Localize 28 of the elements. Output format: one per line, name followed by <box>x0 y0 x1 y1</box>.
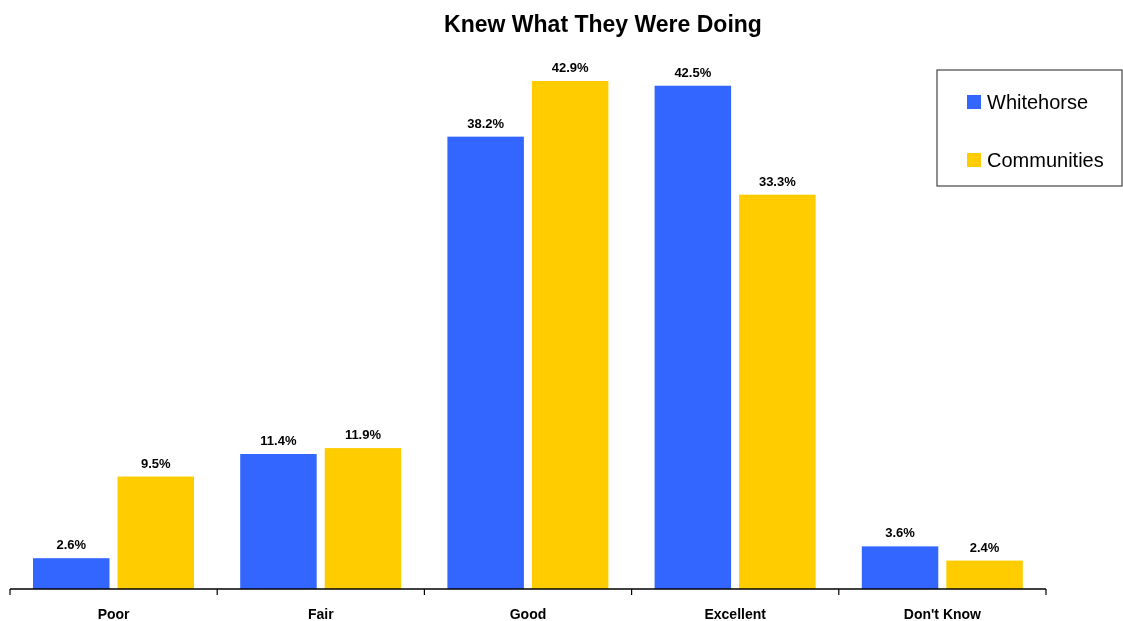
data-label: 42.5% <box>674 64 712 80</box>
bar <box>861 546 939 589</box>
data-label: 2.6% <box>56 537 87 553</box>
data-label: 38.2% <box>467 115 505 131</box>
data-label: 11.9% <box>344 427 382 443</box>
x-tick-label: Good <box>509 606 547 621</box>
data-label: 2.4% <box>969 539 1000 555</box>
bar <box>240 454 317 589</box>
legend-label: Communities <box>987 149 1104 171</box>
bar <box>117 476 194 589</box>
x-tick-label: Don't Know <box>903 606 982 621</box>
bar <box>324 448 402 589</box>
data-label: 11.4% <box>260 433 297 449</box>
data-label: 42.9% <box>551 60 590 75</box>
data-label: 9.5% <box>140 455 172 471</box>
bar <box>33 558 110 589</box>
bar <box>739 194 816 589</box>
x-tick-label: Poor <box>97 606 131 621</box>
bar <box>946 560 1023 589</box>
data-label: 3.6% <box>885 525 916 541</box>
x-tick-label: Excellent <box>704 606 767 621</box>
bar <box>654 85 732 589</box>
x-tick-label: Fair <box>307 606 335 621</box>
bar <box>531 81 609 589</box>
data-label: 33.3% <box>758 173 797 189</box>
legend-label: Whitehorse <box>987 91 1089 113</box>
chart-title: Knew What They Were Doing <box>444 11 762 37</box>
bar <box>447 136 524 589</box>
